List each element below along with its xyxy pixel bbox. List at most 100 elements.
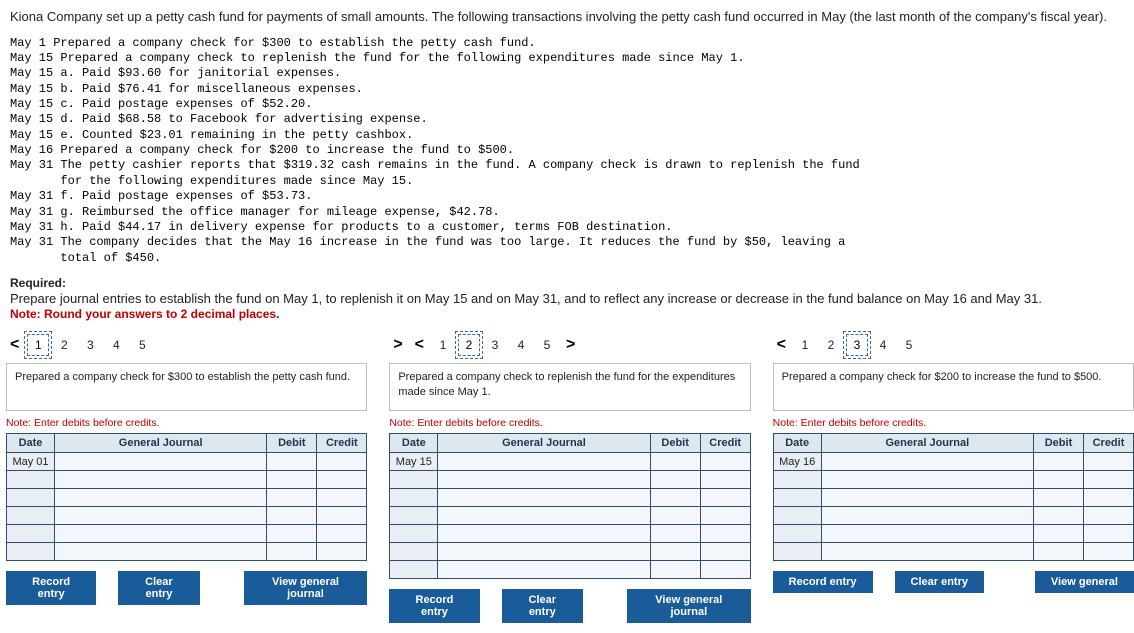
credit-cell[interactable] <box>700 543 750 561</box>
account-cell[interactable] <box>438 453 650 471</box>
date-cell[interactable] <box>390 525 438 543</box>
debit-cell[interactable] <box>1033 453 1083 471</box>
debit-cell[interactable] <box>1033 471 1083 489</box>
credit-cell[interactable] <box>317 471 367 489</box>
debit-cell[interactable] <box>1033 507 1083 525</box>
debit-cell[interactable] <box>650 453 700 471</box>
debit-cell[interactable] <box>267 471 317 489</box>
credit-cell[interactable] <box>1083 525 1133 543</box>
date-cell[interactable] <box>7 507 55 525</box>
debit-cell[interactable] <box>1033 525 1083 543</box>
credit-cell[interactable] <box>700 453 750 471</box>
date-cell[interactable] <box>7 525 55 543</box>
account-cell[interactable] <box>438 471 650 489</box>
account-cell[interactable] <box>821 507 1033 525</box>
nav-prev[interactable]: < <box>773 336 790 354</box>
debit-cell[interactable] <box>650 561 700 579</box>
step-tab-3[interactable]: 3 <box>79 334 101 356</box>
record-entry-button[interactable]: Record entry <box>6 571 96 605</box>
account-cell[interactable] <box>821 471 1033 489</box>
debit-cell[interactable] <box>650 543 700 561</box>
debit-cell[interactable] <box>267 453 317 471</box>
date-cell[interactable] <box>390 471 438 489</box>
date-cell[interactable]: May 01 <box>7 453 55 471</box>
step-tab-3[interactable]: 3 <box>846 334 868 356</box>
credit-cell[interactable] <box>1083 543 1133 561</box>
step-tab-5[interactable]: 5 <box>131 334 153 356</box>
clear-entry-button[interactable]: Clear entry <box>895 571 984 593</box>
step-tab-3[interactable]: 3 <box>484 334 506 356</box>
debit-cell[interactable] <box>650 489 700 507</box>
account-cell[interactable] <box>821 543 1033 561</box>
view-journal-button[interactable]: View general journal <box>627 589 751 623</box>
step-tab-4[interactable]: 4 <box>872 334 894 356</box>
step-tab-1[interactable]: 1 <box>794 334 816 356</box>
debit-cell[interactable] <box>267 507 317 525</box>
step-tab-5[interactable]: 5 <box>536 334 558 356</box>
date-cell[interactable] <box>390 543 438 561</box>
debit-cell[interactable] <box>267 525 317 543</box>
step-tab-2[interactable]: 2 <box>458 334 480 356</box>
debit-cell[interactable] <box>650 525 700 543</box>
account-cell[interactable] <box>438 507 650 525</box>
credit-cell[interactable] <box>1083 471 1133 489</box>
date-cell[interactable] <box>390 489 438 507</box>
credit-cell[interactable] <box>700 525 750 543</box>
credit-cell[interactable] <box>700 561 750 579</box>
clear-entry-button[interactable]: Clear entry <box>502 589 583 623</box>
date-cell[interactable] <box>7 543 55 561</box>
credit-cell[interactable] <box>1083 453 1133 471</box>
nav-next-top[interactable]: > <box>389 336 406 354</box>
date-cell[interactable] <box>7 489 55 507</box>
credit-cell[interactable] <box>317 489 367 507</box>
record-entry-button[interactable]: Record entry <box>389 589 479 623</box>
account-cell[interactable] <box>821 489 1033 507</box>
step-tab-4[interactable]: 4 <box>510 334 532 356</box>
account-cell[interactable] <box>821 453 1033 471</box>
date-cell[interactable] <box>390 507 438 525</box>
account-cell[interactable] <box>55 471 267 489</box>
account-cell[interactable] <box>55 489 267 507</box>
date-cell[interactable] <box>773 471 821 489</box>
step-tab-5[interactable]: 5 <box>898 334 920 356</box>
debit-cell[interactable] <box>267 489 317 507</box>
date-cell[interactable] <box>773 489 821 507</box>
credit-cell[interactable] <box>317 543 367 561</box>
view-journal-button[interactable]: View general journal <box>244 571 368 605</box>
nav-prev[interactable]: < <box>6 336 23 354</box>
debit-cell[interactable] <box>650 471 700 489</box>
date-cell[interactable] <box>390 561 438 579</box>
account-cell[interactable] <box>438 561 650 579</box>
record-entry-button[interactable]: Record entry <box>773 571 873 593</box>
step-tab-4[interactable]: 4 <box>105 334 127 356</box>
date-cell[interactable] <box>773 543 821 561</box>
nav-next[interactable]: > <box>562 336 579 354</box>
account-cell[interactable] <box>438 525 650 543</box>
account-cell[interactable] <box>438 543 650 561</box>
date-cell[interactable]: May 15 <box>390 453 438 471</box>
credit-cell[interactable] <box>1083 507 1133 525</box>
credit-cell[interactable] <box>700 471 750 489</box>
date-cell[interactable] <box>773 525 821 543</box>
debit-cell[interactable] <box>1033 543 1083 561</box>
debit-cell[interactable] <box>650 507 700 525</box>
date-cell[interactable] <box>773 507 821 525</box>
account-cell[interactable] <box>55 543 267 561</box>
account-cell[interactable] <box>55 507 267 525</box>
view-journal-button[interactable]: View general <box>1035 571 1134 593</box>
step-tab-1[interactable]: 1 <box>27 334 49 356</box>
account-cell[interactable] <box>821 525 1033 543</box>
step-tab-2[interactable]: 2 <box>53 334 75 356</box>
credit-cell[interactable] <box>317 453 367 471</box>
date-cell[interactable] <box>7 471 55 489</box>
nav-prev[interactable]: < <box>411 336 428 354</box>
debit-cell[interactable] <box>267 543 317 561</box>
debit-cell[interactable] <box>1033 489 1083 507</box>
credit-cell[interactable] <box>700 489 750 507</box>
date-cell[interactable]: May 16 <box>773 453 821 471</box>
account-cell[interactable] <box>55 525 267 543</box>
credit-cell[interactable] <box>317 525 367 543</box>
step-tab-2[interactable]: 2 <box>820 334 842 356</box>
account-cell[interactable] <box>438 489 650 507</box>
credit-cell[interactable] <box>700 507 750 525</box>
